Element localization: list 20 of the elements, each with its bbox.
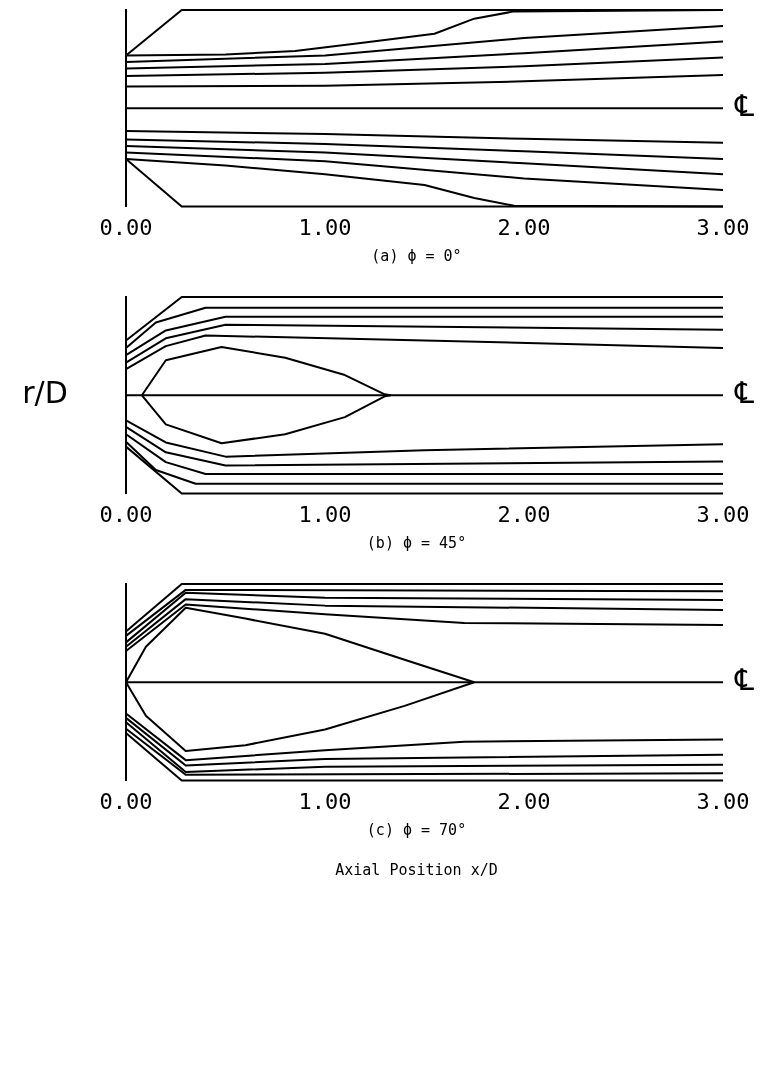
x-tick-label: 0.00 [99,501,153,527]
x-tick-label: 1.00 [298,788,352,814]
text: ℄ [734,662,755,698]
y-axis-title: r/D [22,375,68,411]
x-tick-label: 0.00 [99,214,153,240]
x-tick-label: 1.00 [298,501,352,527]
x-axis-title: Axial Position x/D [334,861,499,879]
text: (a) ϕ = 0° [370,247,463,265]
x-tick-label: 1.00 [298,214,352,240]
text: ℄ [734,375,755,411]
x-tick-label: 2.00 [497,501,551,527]
x-tick-label: 3.00 [696,501,750,527]
text: ℄ [734,88,755,124]
text: (c) ϕ = 70° [365,821,468,839]
text: (b) ϕ = 45° [365,534,468,552]
x-tick-label: 2.00 [497,214,551,240]
x-tick-label: 3.00 [696,214,750,240]
x-tick-label: 3.00 [696,788,750,814]
x-tick-label: 2.00 [497,788,551,814]
x-tick-label: 0.00 [99,788,153,814]
